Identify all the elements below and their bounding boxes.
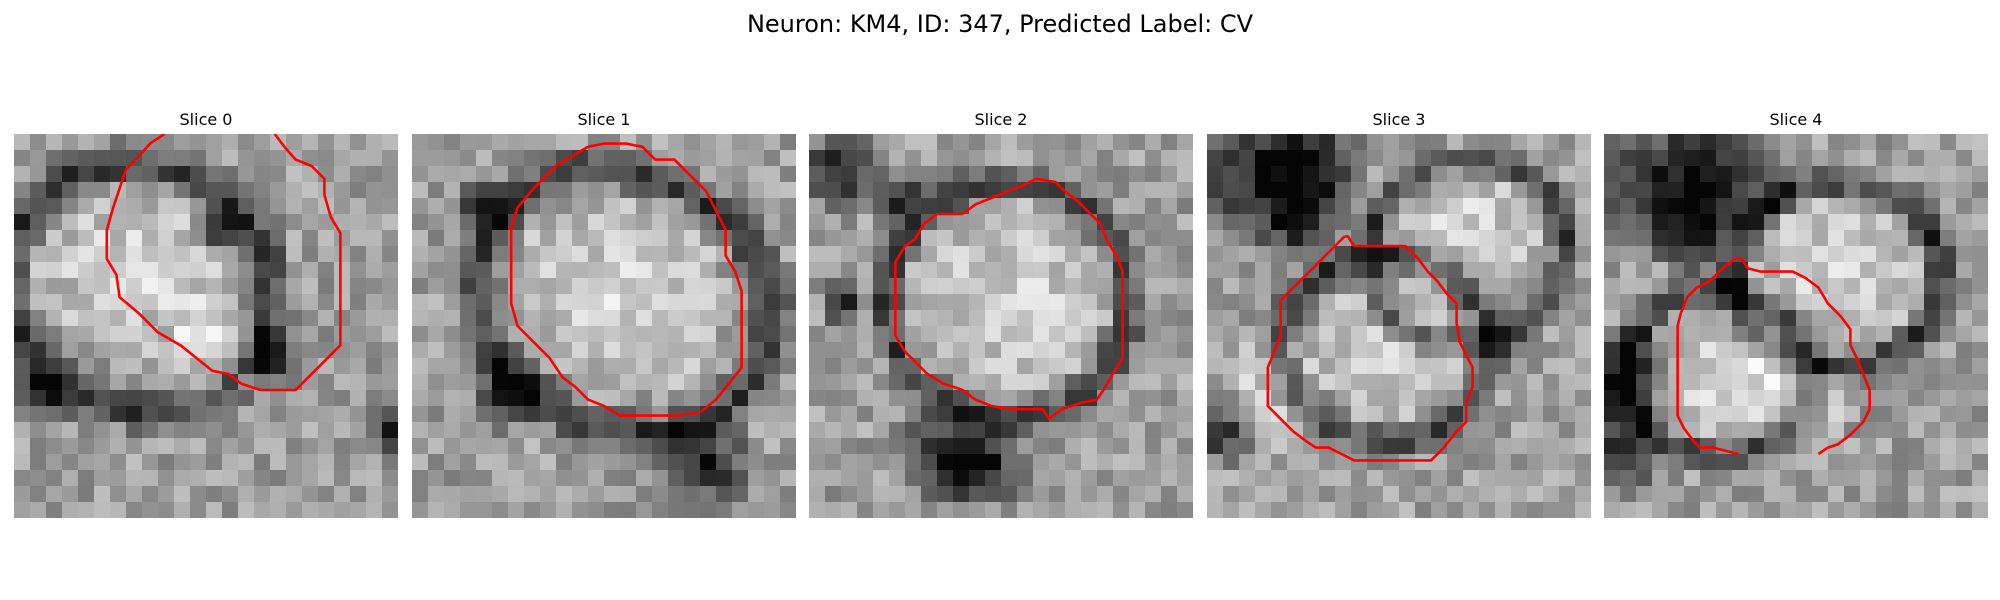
slice-title-2: Slice 2: [974, 110, 1028, 129]
figure-title: Neuron: KM4, ID: 347, Predicted Label: C…: [746, 10, 1254, 38]
contour-line-4: [1676, 257, 1739, 456]
contour-line-1: [509, 142, 743, 417]
slice-panel-1: Slice 1: [412, 108, 796, 518]
contour-line-3: [1266, 235, 1474, 462]
slice-panel-0: Slice 0: [14, 108, 398, 518]
contour-line-4-b: [1735, 257, 1871, 456]
slice-panel-3: Slice 3: [1207, 108, 1591, 518]
slice-panel-2: Slice 2: [809, 108, 1193, 518]
slice-panel-4: Slice 4: [1604, 108, 1988, 518]
contour-line-0: [105, 134, 342, 392]
slice-title-3: Slice 3: [1372, 110, 1426, 129]
slice-title-4: Slice 4: [1769, 110, 1823, 129]
slice-image-4: [1604, 134, 1988, 518]
slice-image-0: [14, 134, 398, 518]
slice-image-2: [809, 134, 1193, 518]
slice-title-1: Slice 1: [577, 110, 631, 129]
contour-line-2: [894, 177, 1124, 421]
slice-image-3: [1207, 134, 1591, 518]
slice-image-1: [412, 134, 796, 518]
slice-title-0: Slice 0: [179, 110, 233, 129]
